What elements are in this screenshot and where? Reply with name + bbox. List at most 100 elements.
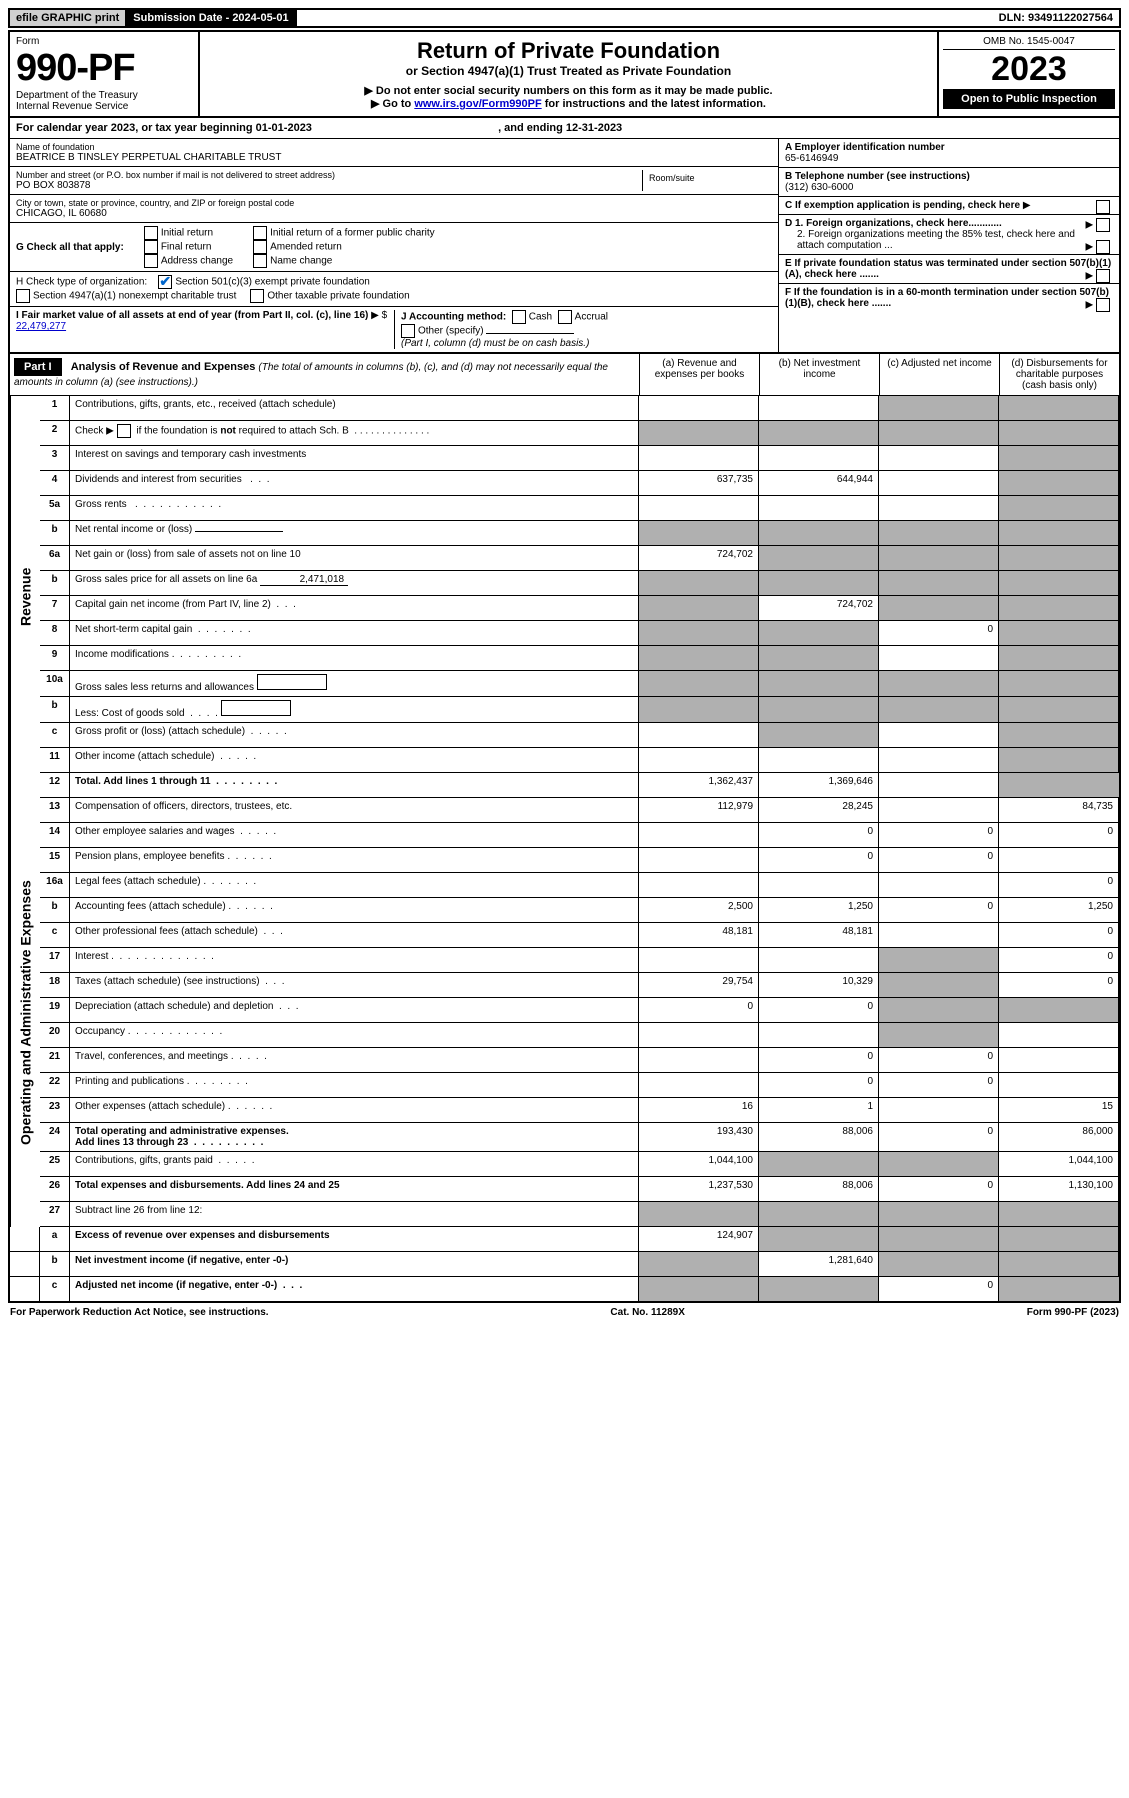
line-number: 13	[40, 798, 70, 823]
cell	[879, 496, 999, 521]
rental-field[interactable]	[195, 531, 283, 532]
cell: 112,979	[639, 798, 759, 823]
cell	[879, 873, 999, 898]
cell	[639, 1023, 759, 1048]
open-to-public: Open to Public Inspection	[943, 89, 1115, 109]
line-desc: Subtract line 26 from line 12:	[70, 1202, 639, 1227]
line-number: c	[40, 1277, 70, 1301]
d2-checkbox[interactable]	[1096, 240, 1110, 254]
line-number	[10, 1227, 40, 1252]
e-label: E If private foundation status was termi…	[785, 258, 1111, 280]
cell: 1,044,100	[639, 1152, 759, 1177]
line-number: 1	[40, 396, 70, 421]
form-ref: Form 990-PF (2023)	[1027, 1307, 1119, 1318]
cell: 0	[879, 823, 999, 848]
cash-checkbox[interactable]	[512, 310, 526, 324]
cell: 1,250	[999, 898, 1119, 923]
cell	[759, 697, 879, 723]
final-return-checkbox[interactable]	[144, 240, 158, 254]
cell	[639, 671, 759, 697]
501c3-checkbox[interactable]	[158, 275, 172, 289]
cal-pre: For calendar year 2023, or tax year begi…	[16, 122, 256, 134]
cell	[639, 873, 759, 898]
f-checkbox[interactable]	[1096, 298, 1110, 312]
cell: 15	[999, 1098, 1119, 1123]
cell	[879, 723, 999, 748]
cell	[999, 1277, 1119, 1301]
address-change-checkbox[interactable]	[144, 254, 158, 268]
initial-return-checkbox[interactable]	[144, 226, 158, 240]
line-desc: Gross profit or (loss) (attach schedule)…	[70, 723, 639, 748]
cell: 88,006	[759, 1123, 879, 1152]
cell	[759, 723, 879, 748]
cell	[999, 1023, 1119, 1048]
line-number: 15	[40, 848, 70, 873]
ein-value: 65-6146949	[785, 153, 1113, 164]
cell: 193,430	[639, 1123, 759, 1152]
entity-info: Name of foundation BEATRICE B TINSLEY PE…	[8, 139, 1121, 354]
line-number: 14	[40, 823, 70, 848]
cell	[879, 948, 999, 973]
cell: 48,181	[639, 923, 759, 948]
line-desc: Net gain or (loss) from sale of assets n…	[70, 546, 639, 571]
name-change-checkbox[interactable]	[253, 254, 267, 268]
cell	[639, 1202, 759, 1227]
form-word: Form	[16, 36, 192, 47]
line-desc: Travel, conferences, and meetings . . . …	[70, 1048, 639, 1073]
form-title: Return of Private Foundation	[206, 38, 931, 64]
cell	[879, 1152, 999, 1177]
cell: 724,702	[759, 596, 879, 621]
room-suite-label: Room/suite	[642, 170, 772, 191]
cat-no: Cat. No. 11289X	[610, 1307, 684, 1318]
form-subtitle: or Section 4947(a)(1) Trust Treated as P…	[206, 64, 931, 78]
cell	[639, 571, 759, 596]
omb-number: OMB No. 1545-0047	[943, 36, 1115, 50]
initial-public-checkbox[interactable]	[253, 226, 267, 240]
fmv-amount[interactable]: 22,479,277	[16, 321, 66, 332]
cell	[759, 748, 879, 773]
calendar-year-row: For calendar year 2023, or tax year begi…	[8, 118, 1121, 139]
line-desc: Interest . . . . . . . . . . . . .	[70, 948, 639, 973]
tax-year: 2023	[943, 50, 1115, 89]
cell: 88,006	[759, 1177, 879, 1202]
irs-link[interactable]: www.irs.gov/Form990PF	[414, 98, 541, 110]
cell	[759, 396, 879, 421]
line-desc: Gross sales less returns and allowances	[70, 671, 639, 697]
cell: 86,000	[999, 1123, 1119, 1152]
c-checkbox[interactable]	[1096, 200, 1110, 214]
r2-pre: Check ▶	[75, 426, 114, 437]
cogs-box[interactable]	[221, 700, 291, 716]
other-method-checkbox[interactable]	[401, 324, 415, 338]
line-number: 4	[40, 471, 70, 496]
h-label: H Check type of organization:	[16, 277, 147, 288]
cell	[999, 998, 1119, 1023]
other-specify-field[interactable]	[486, 333, 574, 334]
e-checkbox[interactable]	[1096, 269, 1110, 283]
cell	[759, 571, 879, 596]
g-opt-public: Initial return of a former public charit…	[270, 228, 435, 239]
amended-return-checkbox[interactable]	[253, 240, 267, 254]
addr-label: Number and street (or P.O. box number if…	[16, 170, 642, 180]
4947-checkbox[interactable]	[16, 289, 30, 303]
cell: 0	[999, 923, 1119, 948]
j-accrual: Accrual	[575, 312, 608, 323]
line-desc: Net rental income or (loss)	[70, 521, 639, 546]
line-desc: Accounting fees (attach schedule) . . . …	[70, 898, 639, 923]
gross-sales-box[interactable]	[257, 674, 327, 690]
cell: 124,907	[639, 1227, 759, 1252]
other-taxable-checkbox[interactable]	[250, 289, 264, 303]
cell	[639, 1277, 759, 1301]
cell: 0	[879, 898, 999, 923]
line-desc: Printing and publications . . . . . . . …	[70, 1073, 639, 1098]
line-number: 2	[40, 421, 70, 446]
cell: 637,735	[639, 471, 759, 496]
d1-checkbox[interactable]	[1096, 218, 1110, 232]
efile-print-button[interactable]: efile GRAPHIC print	[10, 10, 127, 26]
cell	[639, 496, 759, 521]
cell	[879, 546, 999, 571]
cell	[639, 596, 759, 621]
accrual-checkbox[interactable]	[558, 310, 572, 324]
cell: 0	[999, 973, 1119, 998]
line-desc: Excess of revenue over expenses and disb…	[70, 1227, 639, 1252]
schb-checkbox[interactable]	[117, 424, 131, 438]
